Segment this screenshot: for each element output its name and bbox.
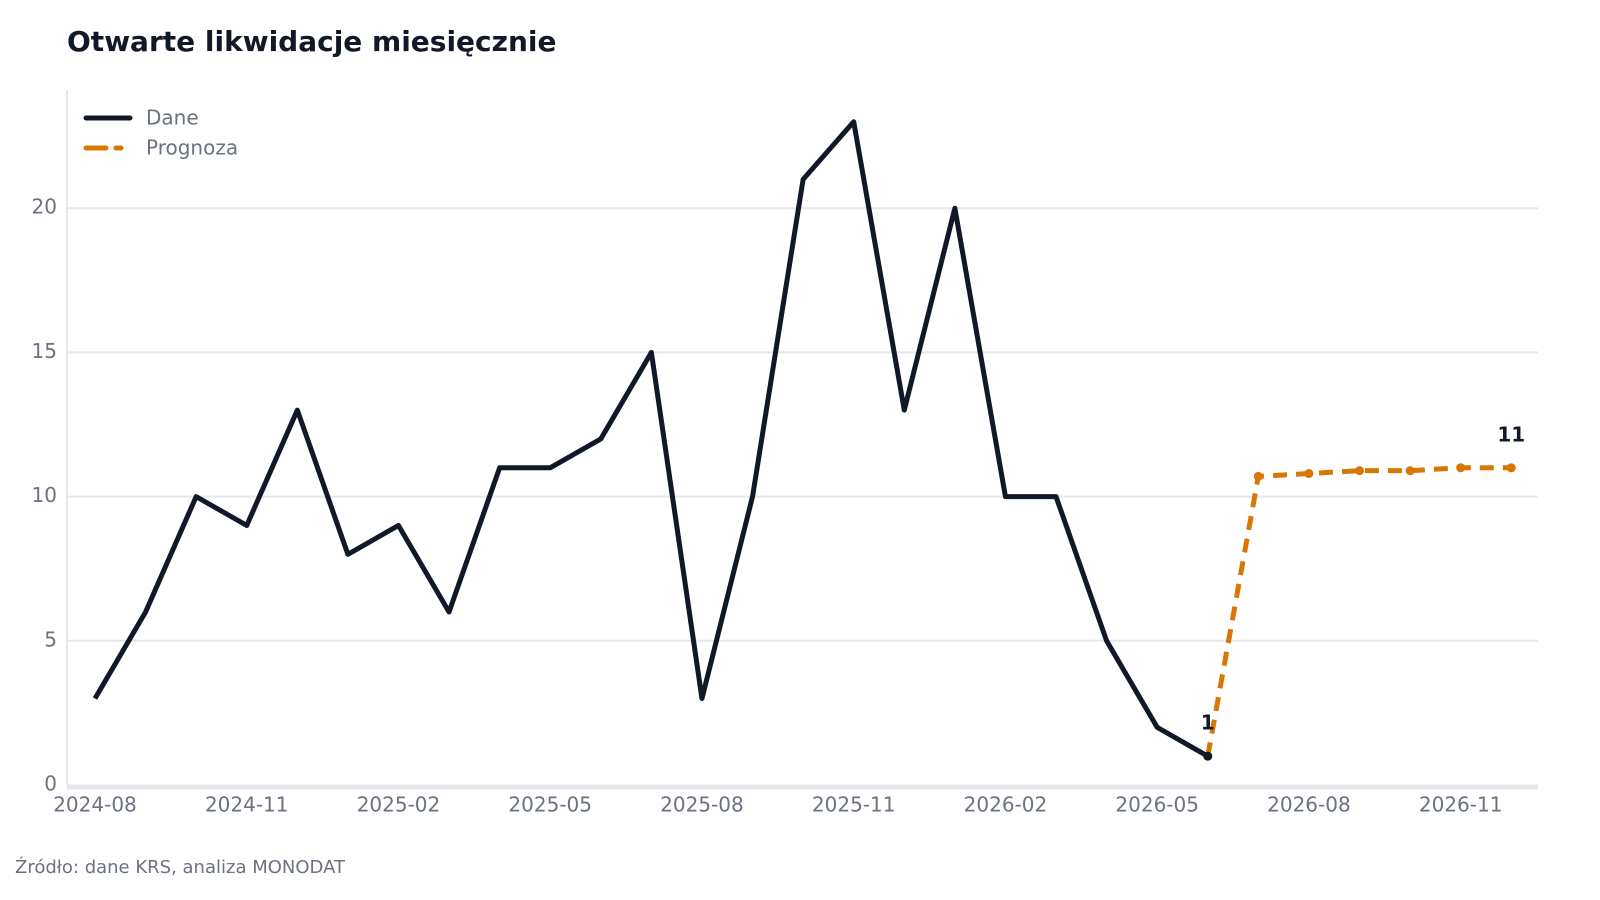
- point: [1304, 469, 1314, 479]
- x-tick-label: 2025-11: [812, 793, 896, 817]
- x-tick-label: 2024-11: [205, 793, 289, 817]
- legend-label: Prognoza: [146, 136, 238, 160]
- point: [1253, 471, 1263, 481]
- point: [1456, 463, 1466, 473]
- point: [1203, 751, 1213, 761]
- line-series: [1205, 465, 1512, 757]
- x-tick-label: 2026-05: [1115, 793, 1199, 817]
- legend-label: Dane: [146, 106, 199, 130]
- line-series: [92, 119, 1209, 759]
- source-note: Źródło: dane KRS, analiza MONODAT: [15, 856, 346, 878]
- chart-title: Otwarte likwidacje miesięcznie: [67, 25, 556, 58]
- y-tick-label: 10: [32, 483, 57, 507]
- x-tick-label: 2026-08: [1267, 793, 1351, 817]
- x-tick-label: 2026-02: [964, 793, 1048, 817]
- y-tick-label: 0: [44, 772, 57, 796]
- data-label: 11: [1497, 422, 1525, 446]
- data-label: 1: [1201, 711, 1215, 735]
- x-tick-label: 2025-08: [660, 793, 744, 817]
- y-tick-label: 20: [32, 195, 57, 219]
- x-tick-label: 2025-02: [357, 793, 441, 817]
- x-tick-label: 2025-05: [508, 793, 592, 817]
- x-tick-label: 2024-08: [53, 793, 137, 817]
- y-tick-label: 15: [32, 339, 57, 363]
- point: [1355, 466, 1364, 476]
- y-tick-label: 5: [44, 627, 57, 651]
- x-tick-label: 2026-11: [1419, 793, 1503, 817]
- point: [1405, 466, 1415, 476]
- point: [1506, 463, 1516, 473]
